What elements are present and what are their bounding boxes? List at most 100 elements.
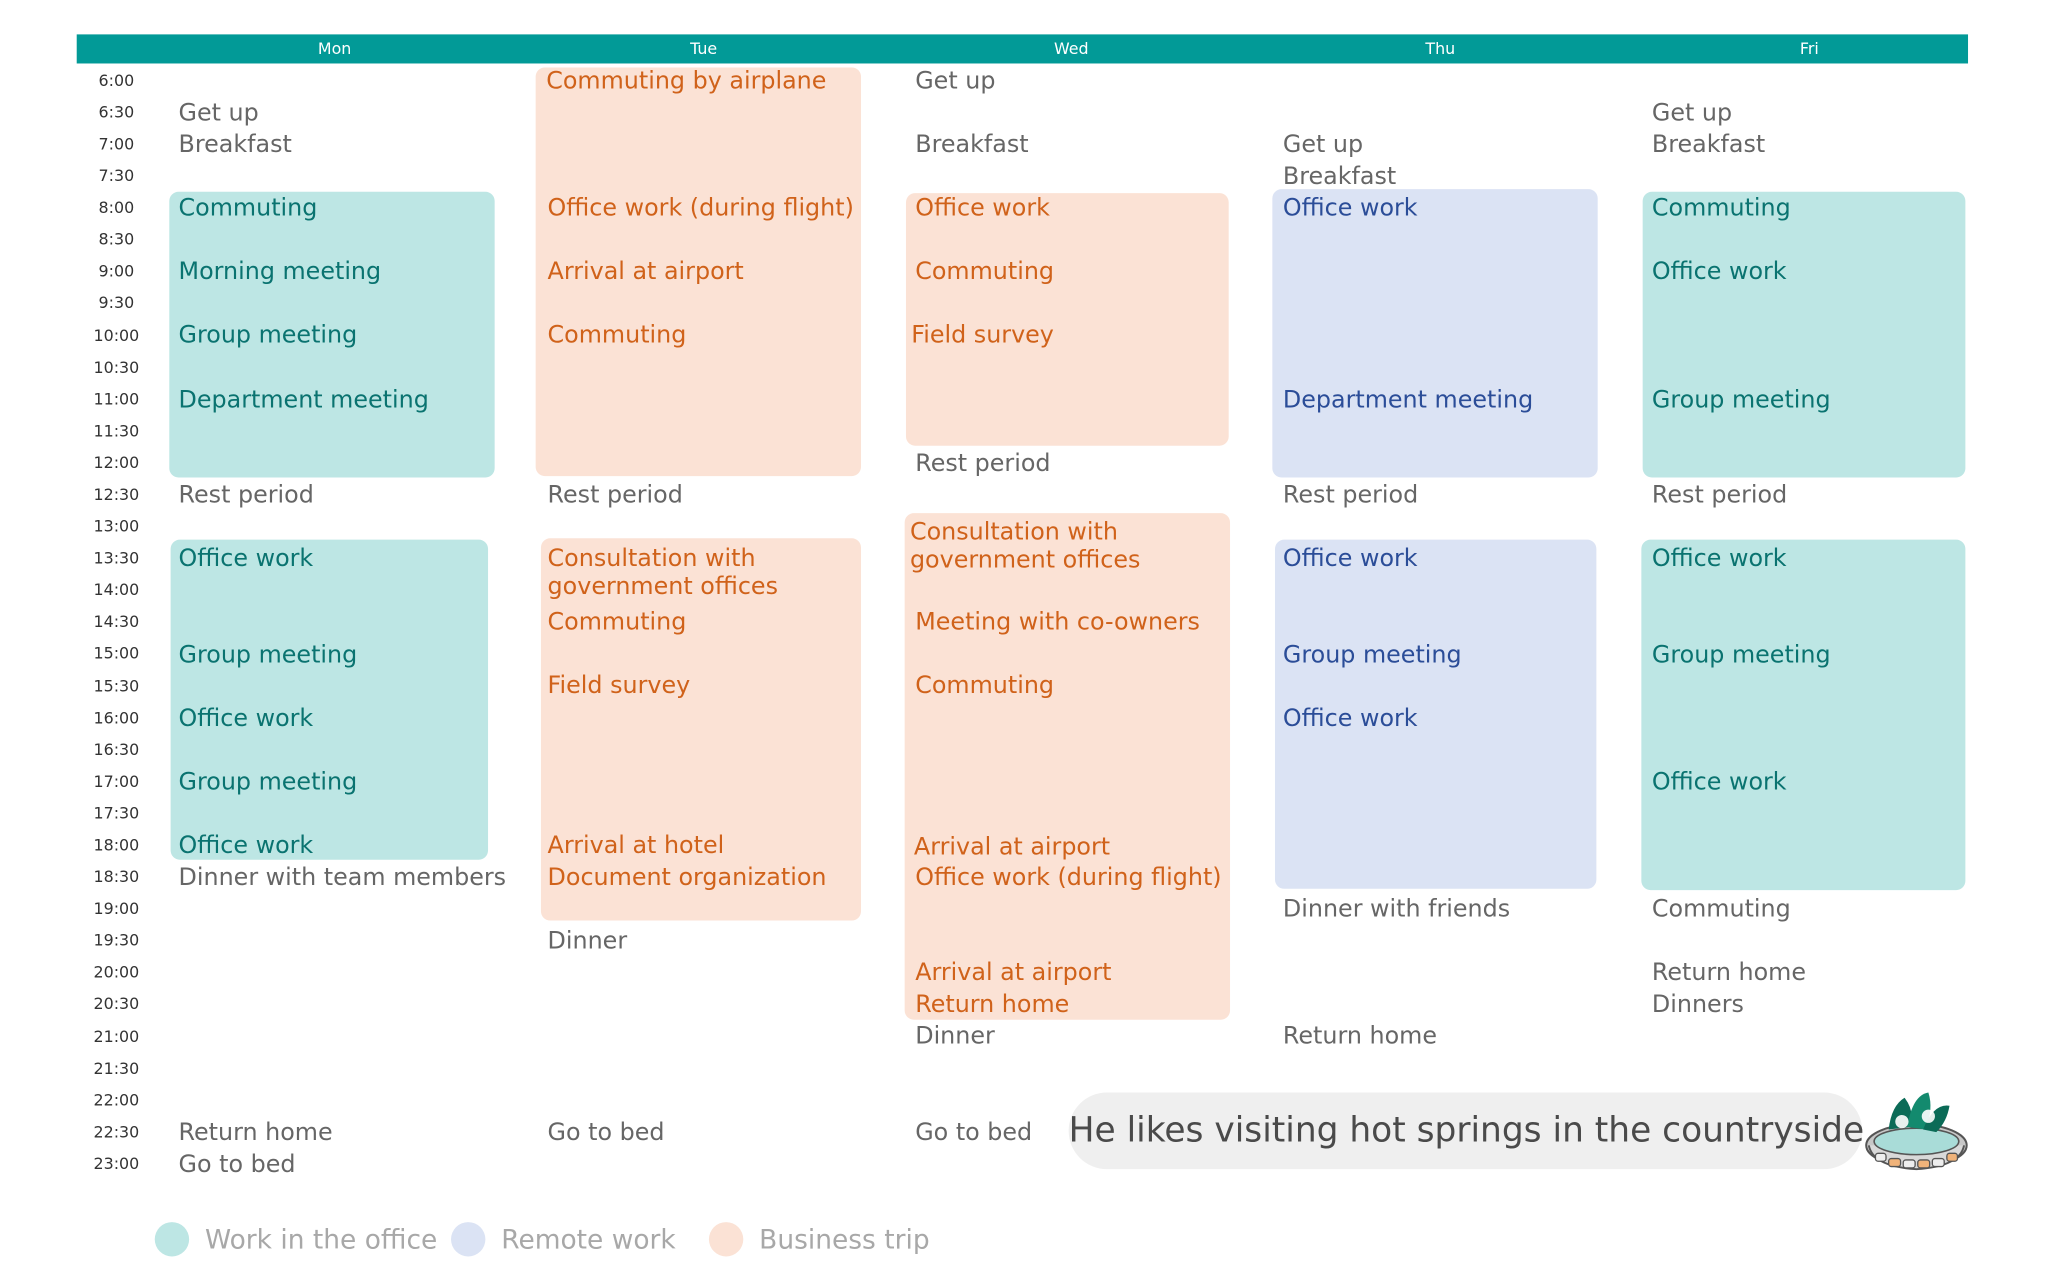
legend-swatch-trip [708,1222,744,1257]
time-label: 19:00 [93,899,140,918]
time-label: 14:00 [93,580,140,600]
time-label: 15:30 [93,677,140,696]
event-tue-field-survey: Field survey [547,671,691,700]
event-thu-office-work: Office work [1282,544,1418,573]
time-label: 9:00 [98,261,135,281]
time-label: 23:00 [93,1154,140,1174]
block-fri-morning-office [1642,191,1966,478]
time-label: 15:00 [93,644,140,663]
time-label: 12:30 [93,485,140,504]
block-fri-afternoon-office [1641,539,1966,891]
time-label: 13:00 [93,517,140,536]
event-mon-department-meeting: Department meeting [178,386,429,414]
event-thu-office-work: Office work [1282,704,1418,733]
event-wed-meeting-co-owners: Meeting with co-owners [915,608,1200,637]
event-tue-commuting: Commuting [547,321,687,350]
note-bubble: He likes visiting hot springs in the cou… [1068,1092,1864,1170]
event-wed-rest-period: Rest period [915,449,1051,478]
event-mon-breakfast: Breakfast [178,130,292,159]
event-mon-group-meeting: Group meeting [178,321,358,350]
event-mon-commuting: Commuting [178,194,318,223]
event-tue-arrival-airport: Arrival at airport [547,257,744,286]
event-tue-arrival-hotel: Arrival at hotel [547,831,725,860]
time-label: 10:00 [93,326,140,346]
time-label: 22:00 [93,1091,140,1110]
event-fri-commuting: Commuting [1651,895,1791,924]
time-label: 10:30 [93,358,140,377]
event-mon-office-work: Office work [178,831,314,860]
event-thu-rest-period: Rest period [1282,481,1419,510]
event-wed-dinner: Dinner [915,1022,995,1051]
event-mon-office-work: Office work [178,704,314,733]
time-label: 11:00 [93,390,140,409]
event-thu-breakfast: Breakfast [1282,162,1397,191]
time-label: 16:30 [93,740,140,760]
event-thu-office-work: Office work [1282,194,1418,223]
event-tue-dinner: Dinner [547,927,628,955]
event-tue-go-to-bed: Go to bed [547,1118,665,1147]
event-wed-field-survey: Field survey [911,321,1054,350]
event-tue-commuting-airplane: Commuting by airplane [546,67,827,96]
event-mon-group-meeting: Group meeting [178,768,358,797]
event-mon-go-to-bed: Go to bed [178,1150,296,1179]
time-label: 18:30 [93,867,140,887]
event-fri-return-home: Return home [1651,958,1806,987]
time-label: 17:00 [93,772,140,791]
block-mon-afternoon-office [170,539,489,860]
time-label: 19:30 [93,931,140,950]
block-tue-afternoon-trip [540,538,862,921]
block-wed-afternoon-trip [904,513,1231,1020]
event-mon-return-home: Return home [178,1118,333,1147]
time-label: 12:00 [93,453,140,473]
time-label: 16:00 [93,708,140,728]
day-header-mon: Mon [317,39,352,59]
event-fri-rest-period: Rest period [1651,481,1788,510]
time-label: 18:00 [93,835,140,855]
legend-label-remote: Remote work [501,1223,676,1256]
hot-spring-icon [1865,1092,1968,1171]
legend-label-trip: Business trip [759,1223,930,1256]
time-label: 8:30 [98,230,135,249]
event-mon-group-meeting: Group meeting [178,641,358,670]
time-label: 6:00 [98,71,135,90]
event-thu-return-home: Return home [1282,1022,1437,1051]
time-label: 21:30 [93,1059,140,1078]
event-wed-get-up: Get up [915,67,996,96]
block-thu-afternoon-remote [1274,539,1597,889]
time-label: 8:00 [98,198,135,217]
event-tue-document-organization: Document organization [547,863,827,892]
event-wed-consultation: Consultation with government offices [909,518,1141,575]
event-mon-rest-period: Rest period [178,481,314,510]
event-mon-get-up: Get up [178,99,259,127]
event-fri-group-meeting: Group meeting [1651,641,1831,670]
event-wed-office-work: Office work [915,194,1050,223]
event-tue-office-work-flight: Office work (during flight) [547,194,854,223]
event-thu-dinner: Dinner with friends [1282,895,1511,924]
event-tue-consultation: Consultation with government offices [547,544,778,601]
time-label: 13:30 [93,548,140,568]
event-tue-rest-period: Rest period [547,481,683,510]
time-label: 7:00 [98,134,135,154]
event-fri-office-work: Office work [1651,768,1787,797]
event-fri-breakfast: Breakfast [1651,130,1766,159]
event-mon-office-work: Office work [178,544,314,573]
block-wed-morning-trip [905,193,1229,446]
event-wed-return-home: Return home [915,990,1070,1019]
legend-item-office: Work in the office [154,1219,437,1259]
event-fri-dinners: Dinners [1651,990,1744,1019]
legend-swatch-remote [451,1222,486,1257]
day-header-tue: Tue [690,39,718,59]
event-mon-morning-meeting: Morning meeting [178,257,382,286]
event-fri-office-work: Office work [1651,544,1787,573]
event-fri-office-work: Office work [1651,257,1787,286]
time-label: 21:00 [93,1027,140,1047]
day-header-thu: Thu [1425,39,1456,59]
event-wed-office-work-flight: Office work (during flight) [915,863,1222,892]
event-tue-commuting: Commuting [547,608,687,637]
time-label: 11:30 [93,421,140,441]
legend-item-remote: Remote work [451,1219,676,1259]
day-header-wed: Wed [1053,39,1089,59]
event-fri-group-meeting: Group meeting [1651,386,1831,414]
event-fri-get-up: Get up [1651,99,1733,127]
time-label: 17:30 [93,804,140,823]
